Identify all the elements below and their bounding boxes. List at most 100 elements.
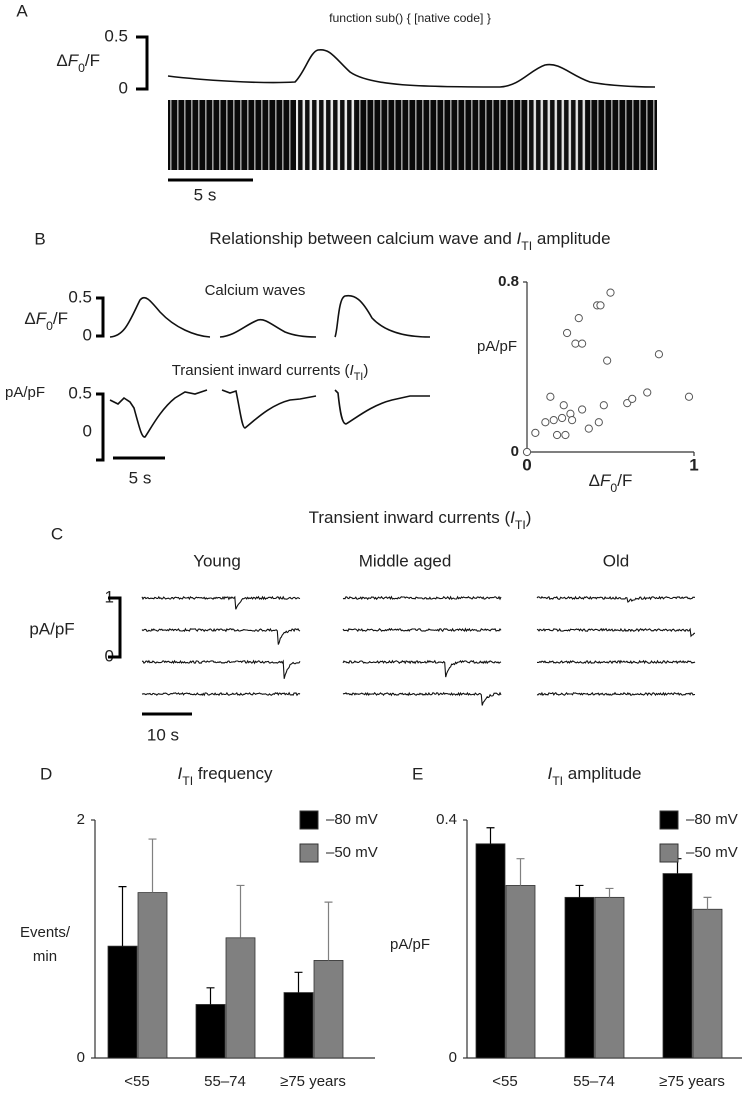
point (557, 413, 567, 423)
chart-title: ITI amplitude (547, 764, 641, 788)
y-tick-label: 2 (77, 811, 85, 828)
point (561, 430, 570, 440)
x-tick-label: <55 (124, 1073, 149, 1090)
legend-swatch (659, 810, 679, 830)
error-bar (486, 827, 495, 844)
current-trace (141, 691, 301, 697)
text-part: I (547, 764, 552, 783)
text-part: Relationship between calcium wave and (209, 229, 516, 248)
x-tick-label: ≥75 years (280, 1073, 346, 1090)
scale-label: 0.5 (104, 26, 128, 45)
text-part: ) (526, 508, 532, 527)
linescan-wave (528, 100, 586, 170)
current-trace (536, 595, 695, 603)
current-trace (342, 627, 502, 633)
bar (692, 908, 723, 1059)
point (596, 301, 605, 310)
point (531, 428, 540, 437)
linescan-wave (296, 100, 356, 170)
point (654, 350, 664, 359)
panel-label: D (40, 764, 52, 783)
bar (225, 937, 256, 1059)
error-bar (324, 901, 333, 961)
text-part: 0 (610, 481, 617, 495)
legend-swatch (299, 843, 319, 863)
text-part: Δ (56, 51, 67, 70)
x-axis-label: ΔF0/F (589, 471, 633, 495)
point (546, 392, 555, 401)
text-part: 0 (78, 61, 85, 75)
current-traces (141, 595, 696, 706)
x-tick-label: <55 (492, 1073, 517, 1090)
point (599, 401, 608, 410)
calcium-trace (109, 296, 211, 338)
text-part: function sub() { [native code] } (329, 11, 491, 25)
current-trace (342, 659, 502, 678)
chart-title: ITI frequency (178, 764, 273, 788)
panel-label: E (412, 764, 423, 783)
text-part: Transient inward currents ( (172, 362, 350, 379)
y-axis-label: pA/pF (477, 338, 517, 355)
error-bar (206, 987, 215, 1005)
error-bar (575, 884, 584, 898)
trace-label: Transient inward currents (ITI) (172, 362, 369, 383)
calcium-trace (334, 294, 431, 338)
legend-swatch (659, 843, 679, 863)
text-part: /F (617, 471, 632, 490)
calcium-trace (219, 318, 317, 338)
panel-label: A (16, 1, 28, 20)
scale-label: 0.5 (68, 287, 92, 306)
point (567, 416, 577, 425)
y-label: ΔF0/F (56, 51, 100, 75)
point (574, 314, 583, 323)
text-part: amplitude (532, 229, 610, 248)
text-part: I (350, 362, 354, 379)
bar (662, 873, 693, 1059)
point (603, 356, 612, 365)
text-part: Transient inward currents ( (309, 508, 511, 527)
bar (195, 1004, 226, 1059)
panel-label: B (34, 229, 45, 248)
panel-label: C (51, 524, 63, 543)
current-trace (536, 627, 696, 638)
current-trace (109, 389, 208, 438)
bar (564, 896, 595, 1059)
error-bar (148, 838, 157, 893)
panel-title: function sub() { [native code] } (329, 11, 491, 25)
time-scale-label: 5 s (194, 185, 217, 204)
current-trace (334, 389, 430, 425)
group-label: Young (193, 551, 241, 570)
y-axis-label: Events/ (20, 924, 71, 941)
text-part: frequency (193, 764, 273, 783)
scale-bar (136, 35, 149, 91)
text-part: /F (53, 309, 68, 328)
text-part: TI (552, 774, 563, 788)
text-part: TI (182, 774, 193, 788)
calcium-trace (167, 48, 656, 88)
y-axis-label: pA/pF (390, 936, 430, 953)
point (578, 339, 587, 348)
point (684, 392, 694, 401)
point (552, 430, 562, 440)
point (606, 288, 615, 297)
current-trace (141, 595, 301, 610)
bar (107, 945, 138, 1059)
error-bar (703, 896, 712, 910)
bar (594, 896, 625, 1059)
text-part: F (600, 471, 612, 490)
point (578, 405, 587, 414)
y-axis-label: min (33, 948, 57, 965)
current-trace (537, 659, 696, 665)
text-part: I (510, 508, 515, 527)
scale-label: 0 (83, 325, 92, 344)
text-part: TI (354, 371, 364, 383)
current-trace (536, 691, 696, 697)
panel-title: Transient inward currents (ITI) (309, 508, 532, 532)
scale-bar (96, 296, 105, 338)
current-trace (141, 627, 301, 645)
bar (283, 992, 314, 1059)
x-tick-label: 55–74 (573, 1073, 615, 1090)
point (643, 388, 652, 397)
